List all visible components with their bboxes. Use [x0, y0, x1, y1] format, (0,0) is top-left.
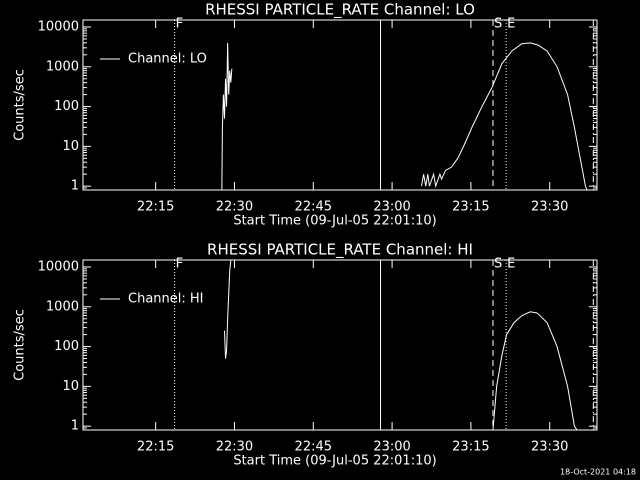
time-marker-label: F: [176, 257, 183, 272]
x-tick-label: 22:45: [295, 200, 332, 215]
time-marker-label: E: [507, 17, 515, 32]
x-tick-label: 22:30: [216, 440, 253, 455]
time-marker-label: S: [494, 17, 502, 32]
y-tick-label: 100: [54, 99, 79, 114]
x-tick-label: 23:00: [373, 440, 410, 455]
y-tick-label: 1: [71, 179, 79, 194]
x-tick-label: 23:15: [452, 440, 489, 455]
y-axis-label: Counts/sec: [13, 69, 28, 141]
x-tick-label: 23:30: [531, 440, 568, 455]
y-tick-label: 10000: [38, 260, 79, 275]
y-tick-label: 10: [62, 139, 79, 154]
legend-label: Channel: LO: [128, 52, 207, 67]
data-line: [221, 42, 588, 190]
chart-title: RHESSI PARTICLE_RATE Channel: HI: [207, 241, 473, 260]
time-marker-label: S: [494, 257, 502, 272]
x-axis-label: Start Time (09-Jul-05 22:01:10): [233, 454, 436, 469]
y-tick-label: 1000: [46, 59, 79, 74]
x-tick-label: 23:00: [373, 200, 410, 215]
y-tick-label: 1: [71, 419, 79, 434]
footer-date: 18-Oct-2021 04:18: [560, 468, 636, 477]
data-line: [223, 260, 578, 430]
x-tick-label: 22:45: [295, 440, 332, 455]
y-tick-label: 10: [62, 379, 79, 394]
time-marker-label: E: [507, 257, 515, 272]
x-tick-label: 23:15: [452, 200, 489, 215]
x-axis-label: Start Time (09-Jul-05 22:01:10): [233, 214, 436, 229]
plot-frame: [82, 259, 598, 431]
x-tick-label: 23:30: [531, 200, 568, 215]
y-tick-label: 1000: [46, 299, 79, 314]
chart-title: RHESSI PARTICLE_RATE Channel: LO: [205, 1, 475, 20]
y-tick-label: 100: [54, 339, 79, 354]
plot-frame: [82, 19, 598, 191]
y-axis-label: Counts/sec: [13, 309, 28, 381]
x-tick-label: 22:30: [216, 200, 253, 215]
x-tick-label: 22:15: [137, 440, 174, 455]
x-tick-label: 22:15: [137, 200, 174, 215]
time-marker-label: F: [176, 17, 183, 32]
legend-label: Channel: HI: [128, 292, 204, 307]
y-tick-label: 10000: [38, 20, 79, 35]
